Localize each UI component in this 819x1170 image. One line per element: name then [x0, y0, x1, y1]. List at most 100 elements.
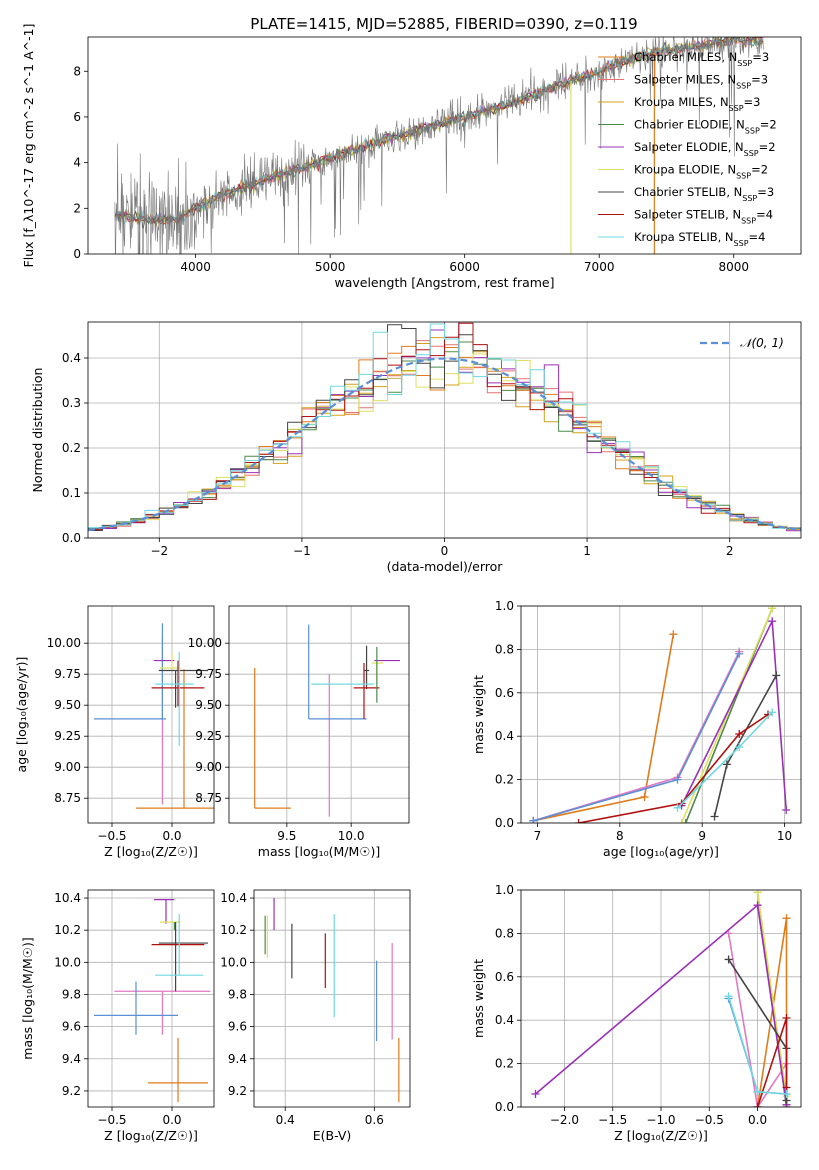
plus-marker	[768, 708, 777, 717]
errorbar-point	[155, 914, 204, 976]
legend-label: Chabrier ELODIE, NSSP=2	[634, 118, 777, 136]
x-tick-label: −2.0	[550, 1113, 579, 1127]
y-tick-label: 10.2	[54, 923, 81, 937]
axes-frame	[87, 605, 215, 824]
plus-marker	[673, 803, 682, 812]
y-tick-label: 0.0	[495, 816, 514, 830]
legend-label: Salpeter ELODIE, NSSP=2	[634, 140, 776, 158]
y-tick-label: 0.4	[62, 351, 81, 365]
plus-marker	[768, 606, 777, 613]
plus-marker	[724, 955, 733, 964]
x-tick-label: −0.5	[97, 1113, 126, 1127]
axes-frame	[253, 889, 411, 1108]
x-tick-label: 8000	[718, 260, 749, 274]
weight-line	[533, 653, 740, 822]
errorbar-point	[353, 663, 380, 719]
x-tick-label: 0	[441, 544, 449, 558]
y-tick-label: 0.2	[495, 773, 514, 787]
y-tick-label: 0.4	[495, 729, 514, 743]
y-tick-label: 9.8	[228, 987, 247, 1001]
x-tick-label: 7	[534, 829, 542, 843]
errorbar-point	[155, 651, 194, 747]
plus-marker	[669, 630, 678, 639]
y-tick-label: 9.2	[228, 1084, 247, 1098]
x-axis-label: Z [log₁₀(Z/Z☉)]	[614, 1128, 708, 1143]
y-tick-label: 2	[73, 201, 81, 215]
y-tick-label: 9.00	[195, 760, 222, 774]
axes-frame	[87, 321, 802, 539]
plus-marker	[531, 1089, 540, 1098]
y-tick-label: 8.75	[54, 791, 81, 805]
plot-area-age_vs_mass	[254, 624, 400, 817]
plus-marker	[753, 890, 762, 897]
errorbar-point	[160, 653, 181, 669]
y-tick-label: 9.50	[195, 698, 222, 712]
y-tick-label: 9.75	[195, 667, 222, 681]
y-tick-label: 8	[73, 64, 81, 78]
plus-marker	[753, 1103, 762, 1107]
weight-line	[713, 675, 777, 817]
x-tick-label: −0.5	[97, 829, 126, 843]
x-tick-label: 8	[616, 829, 624, 843]
y-tick-label: 10.0	[54, 955, 81, 969]
plus-marker	[735, 743, 744, 752]
x-axis-label: Z [log₁₀(Z/Z☉)]	[104, 1128, 198, 1143]
y-tick-label: 0.6	[495, 686, 514, 700]
panel-spectrum: 4000 5000 6000 7000 8000 0 2 4 6 8 wavelength [Ang…	[21, 24, 802, 290]
panel-mass_vs_EBV: 0.4 0.6 9.2 9.4 9.6 9.8 10.0 10.2 10.4 E(B-V)	[220, 889, 411, 1143]
errorbar-point	[158, 922, 208, 992]
x-axis-label: age [log₁₀(age/yr)]	[603, 844, 719, 859]
y-tick-label: 0.6	[495, 970, 514, 984]
plus-marker	[640, 792, 649, 801]
y-axis-label: Normed distribution	[30, 368, 45, 493]
plus-marker	[681, 819, 690, 823]
plot-area-age_vs_Z	[94, 623, 214, 809]
x-tick-label: 10.0	[338, 829, 365, 843]
panel-weight_vs_age: 7 8 9 10 0.0 0.2 0.4 0.6 0.8 1.0 age [log₁₀(age/yr…	[471, 599, 802, 859]
errorbar-point	[158, 669, 208, 708]
x-tick-label: 5000	[315, 260, 346, 274]
panel-age_vs_mass: 9.5 10.0 8.75 9.00 9.25 9.50 9.75 10.00 mass [lo…	[188, 605, 410, 859]
y-tick-label: 1.0	[495, 883, 514, 897]
plot-area-residuals	[88, 322, 801, 532]
y-tick-label: 10.2	[220, 923, 247, 937]
x-tick-label: −1	[293, 544, 311, 558]
x-tick-label: −1.5	[598, 1113, 627, 1127]
y-tick-label: 9.6	[228, 1020, 247, 1034]
y-tick-label: 0.8	[495, 926, 514, 940]
errorbar-point	[364, 645, 370, 690]
y-axis-label: mass [log₁₀(M/M☉)]	[20, 937, 35, 1059]
plus-marker	[782, 1014, 791, 1023]
normal-curve	[88, 357, 801, 532]
plus-marker	[772, 671, 781, 680]
y-tick-label: 9.4	[62, 1052, 81, 1066]
errorbar-point	[148, 1037, 208, 1103]
weight-line	[578, 713, 769, 823]
axes-frame	[228, 605, 410, 824]
legend-label: Salpeter MILES, NSSP=3	[634, 73, 768, 91]
errorbar-point	[94, 981, 178, 1035]
panel-age_vs_Z: −0.5 0.0 8.75 9.00 9.25 9.50 9.75 10.00 Z [log₁₀…	[14, 605, 215, 859]
y-axis-label: mass weight	[471, 675, 486, 754]
y-tick-label: 10.4	[220, 891, 247, 905]
legend: Chabrier MILES, NSSP=3 Salpeter MILES, NS…	[598, 50, 777, 248]
axes-frame	[520, 889, 802, 1108]
y-tick-label: 0.8	[495, 642, 514, 656]
y-tick-label: 4	[73, 156, 81, 170]
plus-marker	[574, 819, 583, 823]
x-axis-label: mass [log₁₀(M/M☉)]	[258, 844, 380, 859]
plus-marker	[782, 805, 791, 814]
x-axis-label: wavelength [Angstrom, rest frame]	[334, 275, 554, 290]
y-tick-label: 0.1	[62, 486, 81, 500]
y-tick-label: 9.50	[54, 698, 81, 712]
x-tick-label: −0.5	[695, 1113, 724, 1127]
axes-frame	[87, 36, 802, 255]
y-tick-label: 0.4	[495, 1013, 514, 1027]
weight-line	[533, 634, 675, 822]
x-axis-label: E(B-V)	[313, 1128, 352, 1143]
legend-label: Kroupa STELIB, NSSP=4	[634, 230, 765, 248]
y-tick-label: 0.0	[495, 1100, 514, 1114]
plus-marker	[782, 914, 791, 923]
x-tick-label: 10	[777, 829, 792, 843]
